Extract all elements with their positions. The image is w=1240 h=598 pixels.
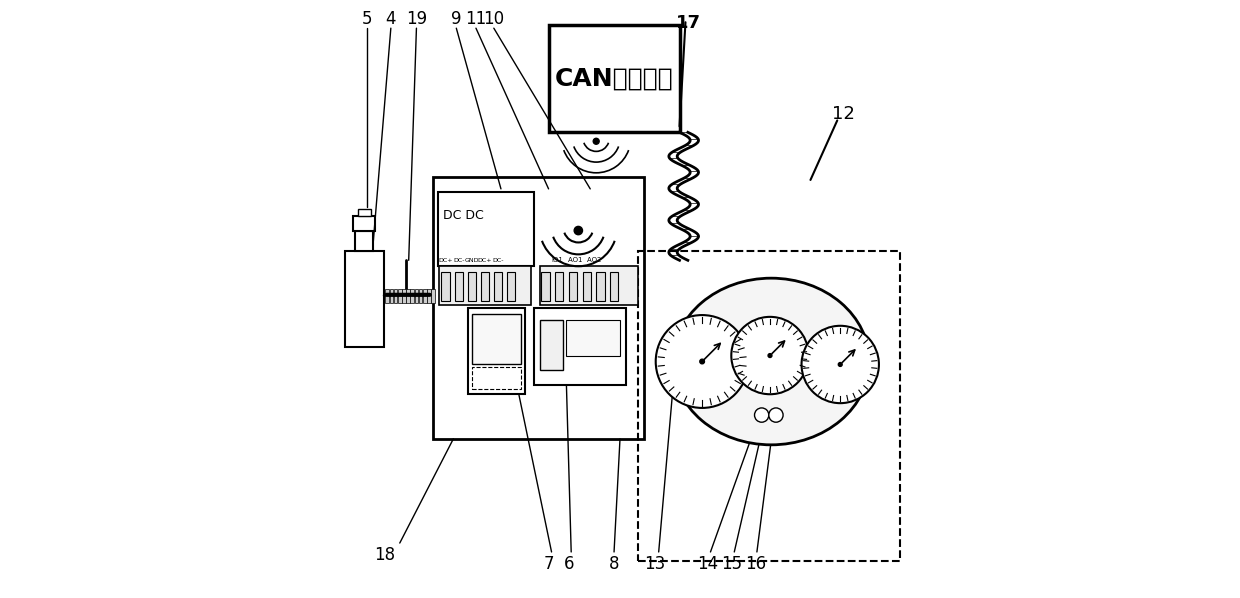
FancyBboxPatch shape <box>419 289 423 303</box>
Text: 18: 18 <box>374 546 396 564</box>
Text: 8: 8 <box>609 555 619 573</box>
Text: CAN总线系统: CAN总线系统 <box>554 67 673 91</box>
FancyBboxPatch shape <box>494 272 502 301</box>
Text: DC+: DC+ <box>439 258 453 263</box>
Ellipse shape <box>673 278 869 445</box>
FancyBboxPatch shape <box>556 272 563 301</box>
FancyBboxPatch shape <box>441 272 450 301</box>
Text: 13: 13 <box>644 555 665 573</box>
Text: DC-: DC- <box>492 258 503 263</box>
FancyBboxPatch shape <box>407 289 410 303</box>
Text: DC DC: DC DC <box>443 209 484 222</box>
FancyBboxPatch shape <box>539 266 637 305</box>
Text: 17: 17 <box>676 14 701 32</box>
Circle shape <box>593 138 599 144</box>
FancyBboxPatch shape <box>427 289 430 303</box>
Text: 6: 6 <box>564 555 574 573</box>
Text: IO1: IO1 <box>552 257 563 263</box>
FancyBboxPatch shape <box>610 272 619 301</box>
Text: GND: GND <box>465 258 479 263</box>
Text: 4: 4 <box>386 10 396 28</box>
Circle shape <box>754 408 769 422</box>
Text: 10: 10 <box>484 10 505 28</box>
FancyBboxPatch shape <box>567 320 620 356</box>
FancyBboxPatch shape <box>472 314 521 364</box>
Text: AO1  AO2: AO1 AO2 <box>568 257 601 263</box>
FancyBboxPatch shape <box>386 289 389 303</box>
FancyBboxPatch shape <box>410 289 414 303</box>
FancyBboxPatch shape <box>539 320 563 370</box>
FancyBboxPatch shape <box>569 272 577 301</box>
Circle shape <box>732 317 808 394</box>
FancyBboxPatch shape <box>414 289 418 303</box>
FancyBboxPatch shape <box>507 272 516 301</box>
FancyBboxPatch shape <box>596 272 605 301</box>
Text: 9: 9 <box>451 10 461 28</box>
Circle shape <box>656 315 749 408</box>
Text: DC+: DC+ <box>477 258 492 263</box>
Text: 19: 19 <box>405 10 427 28</box>
FancyBboxPatch shape <box>355 231 373 251</box>
Text: 7: 7 <box>543 555 554 573</box>
FancyBboxPatch shape <box>398 289 402 303</box>
Circle shape <box>838 362 842 367</box>
FancyBboxPatch shape <box>467 272 476 301</box>
FancyBboxPatch shape <box>542 272 549 301</box>
Circle shape <box>699 359 704 364</box>
FancyBboxPatch shape <box>357 209 371 216</box>
FancyBboxPatch shape <box>439 266 531 305</box>
FancyBboxPatch shape <box>345 251 383 347</box>
FancyBboxPatch shape <box>402 289 405 303</box>
Text: 5: 5 <box>362 10 372 28</box>
FancyBboxPatch shape <box>423 289 427 303</box>
Text: 14: 14 <box>698 555 719 573</box>
Circle shape <box>768 353 773 358</box>
FancyBboxPatch shape <box>353 216 374 231</box>
FancyBboxPatch shape <box>389 289 393 303</box>
Circle shape <box>574 227 583 235</box>
Text: DC-: DC- <box>453 258 465 263</box>
Circle shape <box>769 408 784 422</box>
Text: 15: 15 <box>722 555 743 573</box>
FancyBboxPatch shape <box>583 272 590 301</box>
FancyBboxPatch shape <box>481 272 489 301</box>
FancyBboxPatch shape <box>394 289 397 303</box>
Circle shape <box>801 326 879 403</box>
Text: 16: 16 <box>745 555 766 573</box>
Text: 11: 11 <box>465 10 486 28</box>
FancyBboxPatch shape <box>455 272 463 301</box>
FancyBboxPatch shape <box>432 289 435 303</box>
Text: 12: 12 <box>832 105 854 123</box>
